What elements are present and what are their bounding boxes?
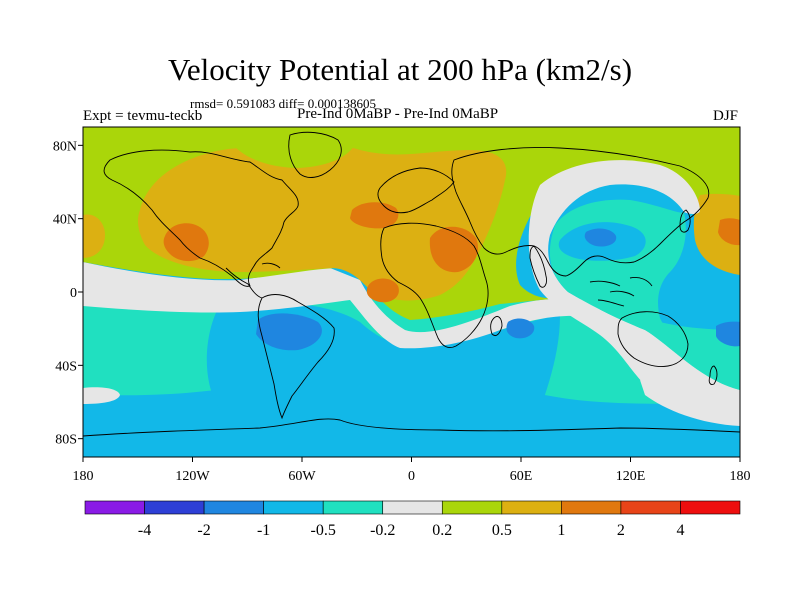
lon-tick-label: 60W (288, 469, 316, 484)
map-title: Velocity Potential at 200 hPa (km2/s) (167, 52, 633, 87)
colorbar-label: -0.2 (370, 522, 395, 539)
field-neutral-antarctic-east (640, 380, 740, 426)
field-orange-europe (350, 202, 399, 229)
colorbar-swatch (203, 500, 264, 515)
colorbar-label: -1 (257, 522, 270, 539)
colorbar-swatch (144, 500, 205, 515)
field-gold-east-edge (693, 193, 740, 275)
field-darkblue-brazil (256, 313, 322, 351)
field-neutral-asia-arc (528, 160, 740, 420)
colorbar-label: -0.5 (311, 522, 336, 539)
field-neutral-south (83, 262, 600, 349)
coast-africa (380, 222, 489, 349)
lon-axis: 180 120W 60W 0 60E 120E 180 (73, 457, 751, 484)
lat-tick-label: 80N (53, 139, 77, 154)
lon-tick-label: 180 (730, 469, 751, 484)
comparison-label: Pre-Ind 0MaBP - Pre-Ind 0MaBP (297, 106, 499, 122)
field-orange-pacific-east (718, 218, 740, 246)
experiment-label: Expt = tevmu-teckb (83, 108, 203, 124)
colorbar-swatch (620, 500, 681, 515)
coast-europe (377, 167, 455, 214)
contour-field (83, 127, 740, 457)
lon-tick-label: 0 (408, 469, 415, 484)
field-gold-west-edge (83, 214, 105, 258)
lon-tick-label: 120W (175, 469, 210, 484)
field-orange-atlantic (366, 278, 399, 303)
field-darkblue-eastpacific (716, 321, 740, 347)
lon-tick-label: 180 (73, 469, 94, 484)
season-label: DJF (712, 108, 738, 124)
colorbar-swatch (322, 500, 384, 515)
colorbar-label: 2 (617, 522, 625, 539)
colorbar-label: 1 (557, 522, 565, 539)
coast-south-america (257, 294, 335, 420)
coast-caribbean (261, 262, 281, 269)
coast-india (529, 245, 547, 288)
colorbar-swatch (561, 500, 622, 515)
colorbar: -4 -2 -1 -0.5 -0.2 0.2 0.5 1 2 4 (84, 500, 741, 539)
lat-tick-label: 0 (70, 286, 77, 301)
colorbar-swatch (501, 500, 562, 515)
field-antarctic (83, 420, 740, 457)
coast-greenland (288, 131, 342, 178)
field-lime-greenland (230, 127, 360, 168)
lat-axis: 80N 40N 0 40S 80S (53, 139, 83, 448)
colorbar-label: 4 (676, 522, 684, 539)
lat-tick-label: 40N (53, 213, 77, 228)
colorbar-label: -4 (138, 522, 151, 539)
coast-indonesia (589, 277, 653, 307)
lat-tick-label: 40S (55, 359, 77, 374)
lon-tick-label: 60E (510, 469, 533, 484)
field-gold-north (137, 143, 507, 301)
lon-tick-label: 120E (616, 469, 646, 484)
coast-north-america (103, 149, 299, 287)
colorbar-swatch (680, 500, 741, 515)
colorbar-swatch (382, 500, 443, 515)
coastlines (83, 131, 740, 437)
coast-antarctica (83, 418, 740, 437)
colorbar-label: 0.2 (432, 522, 452, 539)
coast-central-america (225, 267, 263, 299)
colorbar-swatch (441, 500, 503, 515)
colorbar-swatch (84, 500, 145, 515)
field-darkblue-indian (506, 318, 535, 339)
colorbar-label: 0.5 (492, 522, 512, 539)
coast-australia (617, 311, 689, 367)
stats-text: rmsd= 0.591083 diff= 0.000138605 (190, 96, 376, 111)
field-darkblue-asia (584, 228, 617, 247)
colorbar-swatch (263, 500, 324, 515)
field-neutral-southwest (83, 387, 120, 404)
lat-tick-label: 80S (55, 433, 77, 448)
coast-new-zealand (708, 365, 718, 385)
colorbar-label: -2 (197, 522, 210, 539)
coast-madagascar (490, 315, 503, 337)
coast-asia (451, 147, 710, 277)
field-orange-america (163, 223, 209, 262)
coast-japan (679, 209, 691, 233)
